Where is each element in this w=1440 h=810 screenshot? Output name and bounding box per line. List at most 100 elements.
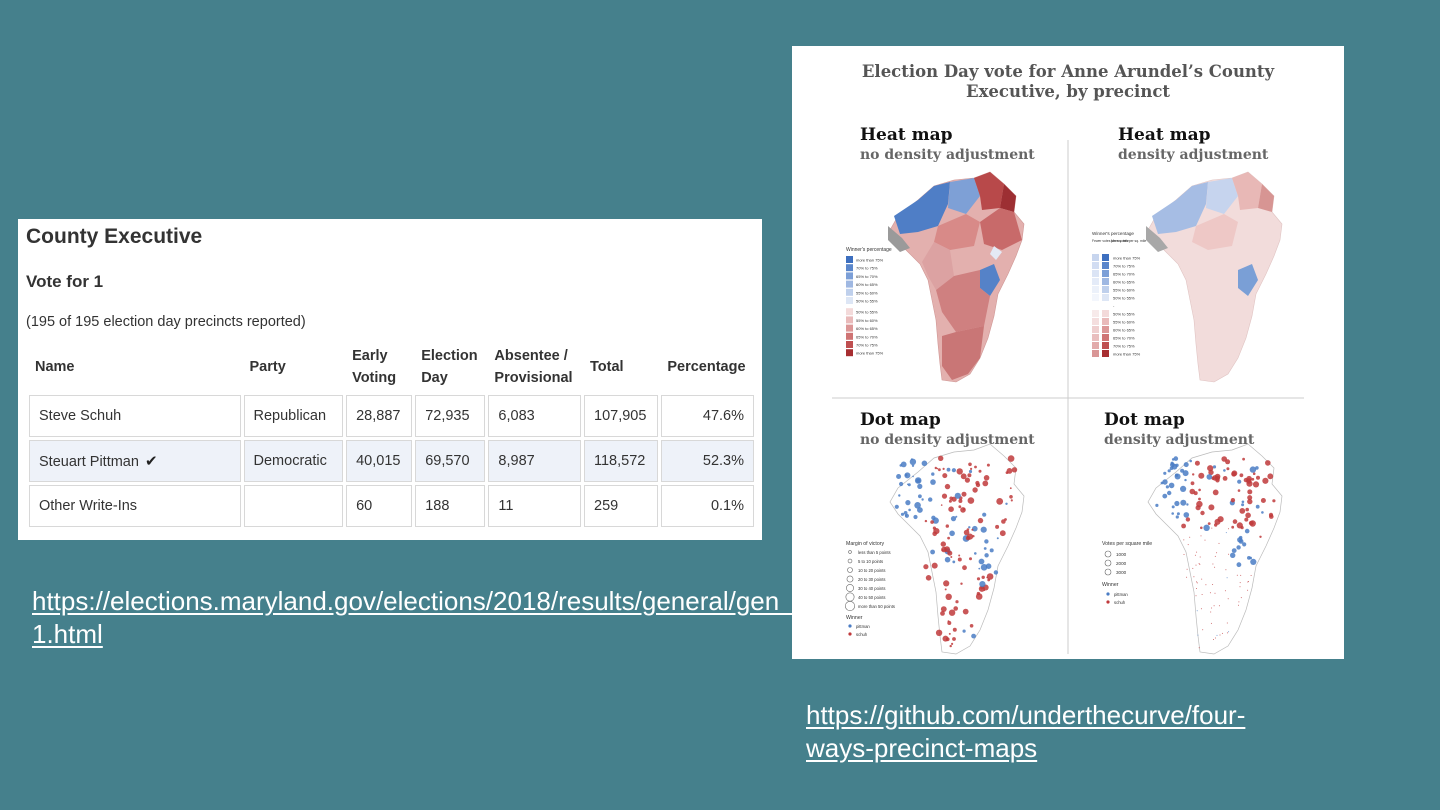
legend-swatch (1102, 318, 1109, 325)
panel-subtitle: density adjustment (1118, 147, 1269, 163)
precinct-dot (921, 460, 928, 467)
election-day-votes: 72,935 (415, 395, 486, 437)
legend-label: 55% to 60% (1113, 320, 1135, 325)
legend-label: 70% to 75% (856, 343, 878, 348)
legend-label: 40 to 50 points (858, 595, 885, 600)
candidate-party: Democratic (243, 440, 344, 482)
precinct-dot (952, 560, 956, 564)
precinct-dot (1267, 473, 1274, 480)
precinct-dot (1206, 474, 1213, 480)
panel-title: Heat map (1118, 125, 1211, 145)
precinct-dot (1250, 575, 1252, 576)
precinct-dot (917, 483, 923, 489)
precinct-dot (948, 632, 951, 635)
legend-swatch (846, 264, 853, 272)
precinct-dot (1210, 622, 1212, 624)
precinct-dot (905, 500, 911, 506)
precinct-dot (1247, 556, 1251, 560)
precinct-dot (1204, 539, 1206, 541)
precinct-dot (980, 526, 987, 533)
precinct-dot (1200, 526, 1203, 530)
panel-subtitle: no density adjustment (860, 147, 1035, 163)
precinct-dot (971, 633, 976, 639)
precinct-dot (1224, 590, 1226, 592)
precinct-dot (1245, 512, 1251, 519)
precinct-dot (955, 600, 959, 604)
precinct-dot (993, 570, 999, 575)
precinct-dot (1201, 578, 1203, 580)
heat-map-legend: Winner's percentage more than 75% 70% to … (846, 247, 892, 357)
precinct-dot (1184, 478, 1187, 482)
legend-winner-dot (1106, 592, 1110, 596)
legend-winner-dot (848, 632, 852, 636)
legend-swatch (1102, 270, 1109, 277)
precinct-dot (1238, 539, 1244, 544)
precinct-dot (1237, 479, 1242, 484)
precinct-dot (940, 611, 945, 616)
precinct-dot (1194, 460, 1200, 466)
total-votes: 118,572 (584, 440, 659, 482)
precinct-dot (1244, 528, 1250, 534)
precinct-dot (930, 520, 934, 524)
precinct-dot (950, 556, 953, 558)
legend-size-circle (846, 575, 854, 583)
precinct-dot (1180, 499, 1187, 506)
precinct-dot (948, 609, 956, 616)
precinct-dot (948, 499, 952, 503)
precinct-dot (1192, 567, 1194, 569)
precinct-dot (1198, 497, 1201, 501)
precinct-dot (910, 458, 913, 461)
precinct-dot (978, 567, 981, 570)
legend-swatch (846, 297, 853, 304)
checkmark-icon: ✔ (144, 453, 158, 470)
legend-label: 65% to 70% (856, 334, 878, 339)
results-table: Name Party Early Voting Election Day Absen… (26, 339, 757, 530)
precinct-dot (1250, 558, 1257, 565)
precinct-dot (936, 467, 939, 470)
precinct-dot (1213, 639, 1214, 640)
legend-size-circle (847, 558, 853, 564)
election-day-votes: 188 (415, 485, 486, 527)
legend-swatch (1092, 294, 1099, 301)
legend-title: Winner's percentage (846, 247, 892, 253)
legend-label: more than 75% (856, 258, 884, 263)
precinct-dot (978, 469, 982, 473)
precinct-dot (1205, 584, 1207, 586)
github-repo-link[interactable]: https://github.com/underthecurve/four-wa… (806, 700, 1246, 763)
precinct-dot (1186, 568, 1188, 570)
precinct-dot (943, 580, 950, 587)
precinct-dot (1196, 582, 1198, 584)
candidate-name: Steve Schuh (29, 395, 241, 437)
precinct-dot (1199, 556, 1201, 558)
precinct-dot (1210, 611, 1212, 613)
precinct-dot (1174, 473, 1181, 480)
legend-swatch (1102, 262, 1109, 269)
precinct-dot (1007, 455, 1015, 462)
absentee-votes: 6,083 (488, 395, 581, 437)
precinct-dot (903, 511, 908, 515)
candidate-party: Republican (243, 395, 344, 437)
maryland-results-link[interactable]: https://elections.maryland.gov/elections… (32, 586, 1157, 649)
precinct-dot (967, 473, 972, 478)
precinct-dot (952, 637, 956, 641)
precinct-dot (1236, 562, 1242, 568)
precinct-dot (1182, 470, 1189, 477)
precinct-dot (1252, 481, 1260, 488)
precinct-dot (931, 515, 936, 520)
precinct-dot (982, 512, 987, 517)
precinct-dot (1183, 462, 1189, 468)
precinct-dot (1225, 532, 1227, 534)
precinct-dot (1175, 515, 1179, 519)
precinct-dot (1265, 460, 1271, 466)
precinct-dot (953, 606, 958, 611)
precinct-dot (1001, 519, 1006, 524)
legend-swatch (1092, 326, 1099, 333)
legend-size-circle (1104, 568, 1112, 576)
precinct-dot (1198, 563, 1200, 565)
col-total: Total (590, 359, 624, 375)
precinct-dot (958, 499, 963, 503)
precinct-dot (949, 644, 952, 648)
precinct-dot (1241, 500, 1245, 504)
precinct-dot (913, 514, 918, 520)
legend-label: 65% to 70% (1113, 336, 1135, 341)
